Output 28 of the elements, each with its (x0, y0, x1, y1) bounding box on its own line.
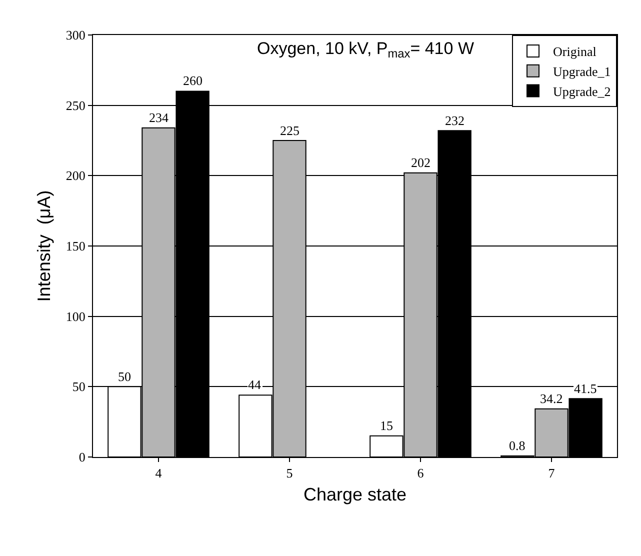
y-tick-label: 300 (66, 28, 86, 43)
y-tick-label: 200 (66, 168, 86, 184)
y-tick-label: 50 (72, 379, 86, 394)
legend-label: Original (553, 44, 597, 60)
data-label: 41.5 (574, 381, 597, 396)
x-axis-title: Charge state (303, 484, 407, 505)
x-tick-label: 5 (286, 466, 293, 481)
data-label: 232 (445, 113, 464, 128)
y-tick-label: 100 (66, 308, 86, 324)
data-label: 50 (118, 369, 131, 384)
data-label: 15 (380, 418, 393, 433)
x-tick-label: 6 (417, 466, 424, 481)
y-tick-label: 150 (66, 238, 86, 254)
chart-title: Oxygen, 10 kV, P$_{max}$= 410 W (257, 39, 474, 61)
data-label: 0.8 (509, 438, 526, 453)
y-tick-label: 0 (78, 450, 86, 465)
data-label: 260 (183, 73, 202, 88)
data-label: 44 (248, 377, 262, 392)
y-tick-label: 250 (66, 98, 86, 113)
x-tick-label: 7 (548, 466, 556, 481)
y-axis-title: Intensity (μA) (34, 190, 54, 302)
data-label: 34.2 (540, 391, 563, 406)
data-label: 234 (149, 110, 169, 125)
data-label: 202 (411, 155, 430, 170)
data-label: 225 (280, 123, 300, 138)
legend-label: Upgrade_1 (553, 64, 611, 79)
legend-label: Upgrade_2 (553, 84, 611, 99)
x-tick-label: 4 (155, 466, 162, 481)
